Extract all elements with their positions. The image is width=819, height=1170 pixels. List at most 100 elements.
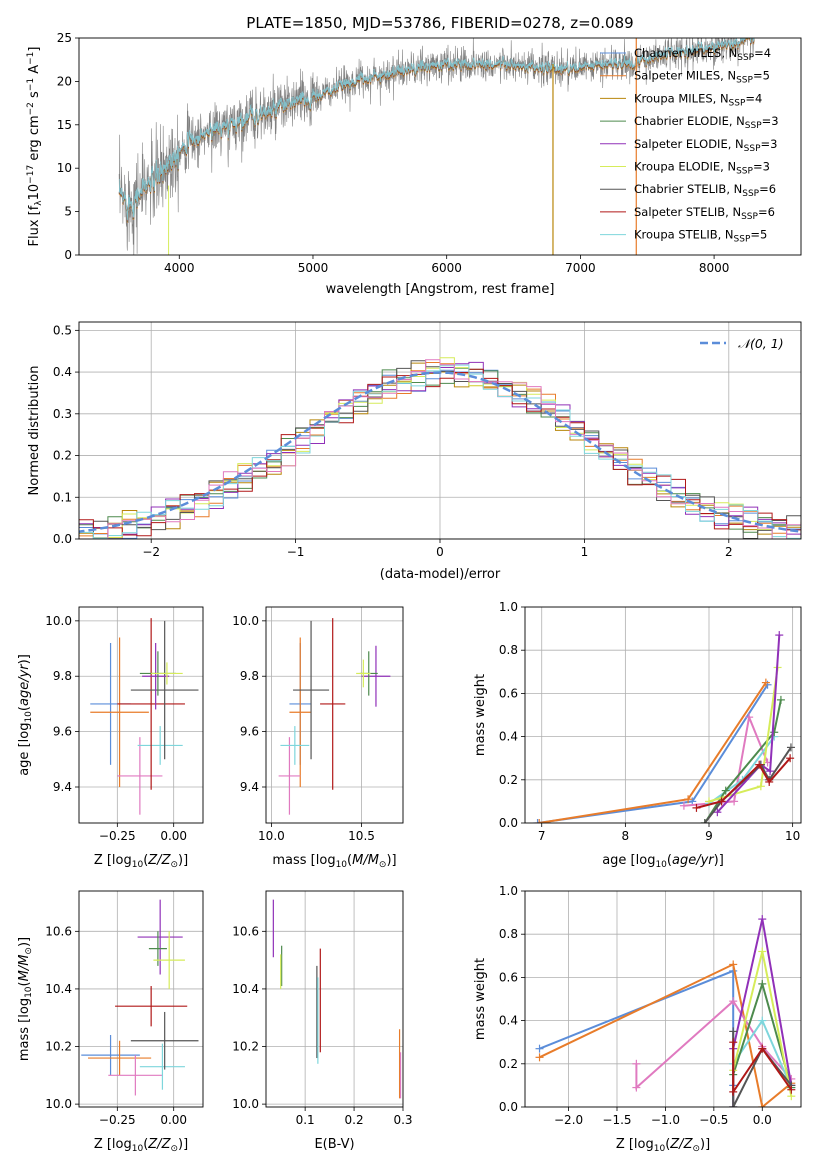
- weight-marker: [729, 1038, 738, 1047]
- x-axis-label: age [log10(age/yr)]: [602, 853, 724, 870]
- label-part: −1: [26, 78, 36, 91]
- x-tick-label: 0.0: [753, 1113, 772, 1127]
- label-part: Z [log: [94, 853, 132, 868]
- y-tick-label: 10.0: [45, 614, 72, 628]
- label-part: )]: [714, 853, 724, 868]
- legend-label: Kroupa MILES, N: [634, 91, 729, 105]
- legend-sub: SSP: [736, 167, 753, 177]
- errorbar-point: [130, 620, 199, 760]
- legend-label: Salpeter ELODIE, N: [634, 137, 744, 151]
- axes-mass_vs_ebv: 0.1 0.2 0.3 10.0 10.2 10.4 10.6 E(B-V): [232, 890, 413, 1152]
- weight-marker: [765, 777, 774, 786]
- weight-marker: [787, 1085, 796, 1094]
- x-axis-label: E(B-V): [314, 1137, 354, 1152]
- weight-marker: [533, 819, 542, 823]
- label-part: (: [143, 853, 148, 868]
- errorbar-point: [293, 620, 330, 760]
- y-tick-label: 0: [64, 248, 72, 262]
- label-part: 10: [24, 986, 34, 998]
- legend-tail: =5: [750, 228, 767, 242]
- label-part: 10: [132, 860, 144, 870]
- errorbar-point: [356, 659, 371, 688]
- axes-frame: [78, 321, 802, 540]
- legend-sub: SSP: [742, 189, 759, 199]
- weight-marker: [721, 786, 730, 795]
- legend-sub: SSP: [736, 76, 753, 86]
- label-part: 10: [24, 711, 34, 723]
- label-part: wavelength [Angstrom, rest frame]: [326, 282, 555, 297]
- label-part: A: [27, 65, 42, 78]
- label-part: )]: [700, 1137, 710, 1152]
- x-tick-label: 0: [436, 545, 444, 559]
- x-tick-label: −2: [142, 545, 160, 559]
- label-part: mass [log: [272, 853, 335, 868]
- label-part: ⊙: [170, 1144, 178, 1154]
- y-tick-label: 0.2: [499, 1057, 518, 1071]
- x-axis-label: wavelength [Angstrom, rest frame]: [326, 282, 555, 297]
- x-tick-label: 8: [622, 829, 630, 843]
- y-tick-label: 0.0: [53, 532, 72, 546]
- errorbar-point: [280, 726, 310, 765]
- residuals-legend: 𝒩(0, 1): [700, 336, 784, 351]
- y-tick-label: 0.6: [499, 970, 518, 984]
- y-axis-label: mass [log10(M/M⊙)]: [17, 937, 34, 1061]
- label-part: Normed distribution: [27, 366, 42, 496]
- legend-label: Salpeter STELIB, N: [634, 205, 741, 219]
- y-tick-label: 10.6: [232, 924, 259, 938]
- legend-tail: =6: [758, 205, 775, 219]
- weight-marker: [786, 743, 795, 752]
- label-part: Flux [f: [27, 205, 42, 246]
- y-tick-label: 25: [57, 31, 72, 45]
- x-tick-label: 0.1: [296, 1113, 315, 1127]
- x-tick-label: −0.25: [99, 829, 136, 843]
- grid: [525, 607, 801, 823]
- x-tick-label: −2.0: [554, 1113, 583, 1127]
- legend-label: Salpeter MILES, N: [634, 69, 736, 83]
- label-part: mass weight: [473, 958, 488, 1040]
- spectrum-model-line: [118, 38, 755, 221]
- y-tick-label: 10.2: [232, 1040, 259, 1054]
- y-tick-label: 10.4: [232, 982, 259, 996]
- label-part: age/yr: [672, 853, 715, 868]
- residual-histogram: [79, 359, 801, 539]
- x-tick-label: 9: [705, 829, 713, 843]
- weight-series-line: [716, 635, 781, 813]
- y-axis-label: mass weight: [473, 958, 488, 1040]
- axes-weight_vs_Z: −2.0 −1.5 −1.0 −0.5 0.0 0.0 0.2 0.4 0.6 0.8 1.0 Z […: [473, 884, 802, 1154]
- weight-marker: [770, 728, 779, 737]
- grid: [79, 607, 203, 823]
- y-tick-label: 0.8: [499, 927, 518, 941]
- y-axis-label: Normed distribution: [27, 366, 42, 496]
- weight-marker: [535, 819, 544, 823]
- legend-entry: Chabrier STELIB, NSSP=6: [634, 182, 776, 199]
- legend-entry: 𝒩(0, 1): [738, 336, 784, 351]
- x-axis-label: Z [log10(Z/Z⊙)]: [616, 1137, 710, 1154]
- weight-marker: [713, 808, 722, 817]
- x-tick-label: −1.5: [602, 1113, 631, 1127]
- y-tick-label: 0.0: [499, 1100, 518, 1114]
- legend-tail: =5: [753, 69, 770, 83]
- y-tick-label: 0.4: [499, 1014, 518, 1028]
- x-tick-label: 10.0: [258, 829, 285, 843]
- weight-marker: [700, 819, 709, 823]
- weight-series-line: [539, 962, 792, 1107]
- label-part: (: [667, 853, 672, 868]
- legend-label: Chabrier ELODIE, N: [634, 114, 745, 128]
- label-part: )]: [17, 937, 32, 947]
- y-tick-label: 10.0: [232, 614, 259, 628]
- errorbar-point: [117, 618, 185, 790]
- y-tick-label: 9.4: [53, 780, 72, 794]
- label-part: age [log: [602, 853, 655, 868]
- plot-area: [79, 891, 203, 1107]
- y-tick-label: 1.0: [499, 884, 518, 898]
- weight-marker: [766, 767, 775, 776]
- y-axis-label: mass weight: [473, 674, 488, 756]
- x-tick-label: −1.0: [651, 1113, 680, 1127]
- weight-marker: [729, 1087, 738, 1096]
- label-part: s: [27, 91, 42, 102]
- weight-marker: [692, 803, 701, 812]
- legend-sub: SSP: [734, 235, 751, 245]
- grid: [266, 607, 403, 823]
- label-part: ⊙: [692, 1144, 700, 1154]
